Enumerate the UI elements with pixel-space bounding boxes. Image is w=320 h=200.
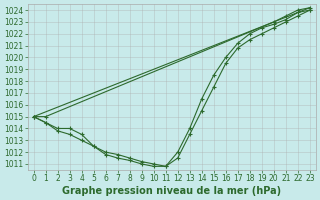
X-axis label: Graphe pression niveau de la mer (hPa): Graphe pression niveau de la mer (hPa) xyxy=(62,186,281,196)
